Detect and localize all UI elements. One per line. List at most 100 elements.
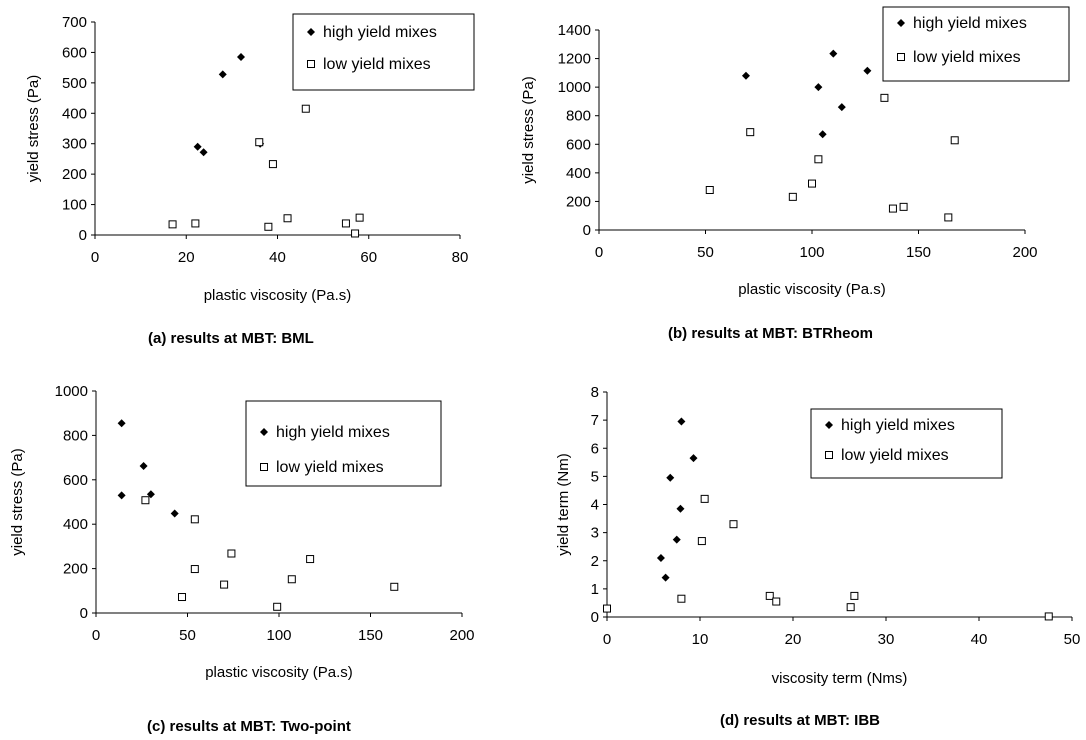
high-yield-point [863, 66, 872, 75]
y-tick-label: 600 [62, 44, 87, 61]
y-tick-label: 0 [79, 227, 87, 244]
low-yield-point [178, 593, 187, 602]
x-tick-label: 0 [595, 244, 603, 261]
x-tick-label: 200 [1012, 244, 1037, 261]
low-yield-point [283, 214, 292, 223]
y-tick-label: 600 [63, 472, 88, 489]
x-axis-label: plastic viscosity (Pa.s) [205, 664, 353, 681]
legend-marker-low-yield [307, 60, 315, 68]
high-yield-point [139, 462, 148, 471]
high-yield-point [193, 142, 202, 151]
y-tick-label: 3 [591, 525, 599, 542]
high-yield-point [672, 535, 681, 544]
low-yield-point [765, 591, 774, 600]
y-tick-label: 100 [62, 197, 87, 214]
legend-marker-low-yield [897, 53, 905, 61]
legend-label: high yield mixes [323, 24, 437, 41]
legend-marker-low-yield [825, 451, 833, 459]
legend-label: low yield mixes [841, 447, 949, 464]
low-yield-point [220, 580, 229, 589]
chart-b: 0 200 400 600 800 1000 1200 1400 0 50 100 150 200 pla… [520, 6, 1070, 298]
x-tick-label: 60 [360, 249, 377, 266]
y-tick-label: 5 [591, 468, 599, 485]
y-axis-label: yield stress (Pa) [25, 75, 42, 183]
x-tick-label: 40 [269, 249, 286, 266]
low-yield-point [227, 549, 236, 558]
x-tick-label: 50 [697, 244, 714, 261]
high-yield-point [676, 504, 685, 513]
legend-marker-high-yield [897, 19, 905, 27]
caption-c: (c) results at MBT: Two-point [147, 718, 351, 735]
legend-box [292, 13, 475, 91]
x-tick-label: 100 [266, 627, 291, 644]
low-yield-point [168, 220, 177, 229]
high-yield-point [677, 417, 686, 426]
legend-marker-high-yield [307, 28, 315, 36]
x-tick-label: 10 [692, 631, 709, 648]
x-tick-label: 40 [971, 631, 988, 648]
chart-a: 0 100 200 300 400 500 600 700 0 20 40 60 80 plastic v… [25, 13, 475, 304]
low-yield-point [1044, 612, 1053, 621]
caption-d: (d) results at MBT: IBB [720, 712, 881, 729]
y-tick-label: 0 [591, 609, 599, 626]
legend-box [810, 408, 1003, 479]
low-yield-point [351, 229, 360, 238]
low-yield-point [746, 128, 755, 137]
y-tick-label: 400 [63, 516, 88, 533]
low-yield-point [814, 155, 823, 164]
y-tick-label: 1000 [558, 79, 591, 96]
legend-label: low yield mixes [323, 56, 431, 73]
x-tick-label: 80 [452, 249, 469, 266]
low-yield-point [355, 213, 364, 222]
legend: high yield mixes low yield mixes [292, 13, 475, 91]
low-yield-point [306, 555, 315, 564]
low-yield-point [603, 604, 611, 613]
caption-b: (b) results at MBT: BTRheom [668, 325, 874, 342]
chart-d: 0 1 2 3 4 5 6 7 8 0 10 20 30 40 50 viscosity term (Nms)… [555, 384, 1080, 687]
y-tick-label: 800 [566, 108, 591, 125]
y-tick-label: 1000 [55, 383, 88, 400]
x-tick-label: 100 [799, 244, 824, 261]
x-tick-label: 30 [878, 631, 895, 648]
low-yield-point [850, 591, 859, 600]
high-yield-point [818, 130, 827, 139]
y-tick-label: 0 [583, 222, 591, 239]
low-yield-point [899, 202, 908, 211]
legend-label: high yield mixes [913, 15, 1027, 32]
low-yield-point [950, 136, 959, 145]
high-yield-point [199, 148, 208, 157]
legend-marker-low-yield [260, 463, 268, 471]
y-tick-label: 200 [62, 166, 87, 183]
y-tick-label: 7 [591, 412, 599, 429]
y-tick-label: 6 [591, 440, 599, 457]
x-tick-label: 150 [358, 627, 383, 644]
high-yield-point [837, 103, 846, 112]
x-axis-label: plastic viscosity (Pa.s) [204, 287, 352, 304]
y-tick-label: 400 [62, 105, 87, 122]
low-yield-point [677, 594, 686, 603]
y-tick-label: 0 [80, 605, 88, 622]
x-tick-label: 150 [906, 244, 931, 261]
y-tick-label: 700 [62, 14, 87, 31]
y-tick-label: 1200 [558, 51, 591, 68]
low-yield-point [273, 602, 282, 611]
legend-label: low yield mixes [913, 49, 1021, 66]
caption-a: (a) results at MBT: BML [148, 330, 314, 347]
high-yield-point [117, 491, 126, 500]
low-yield-point [888, 204, 897, 213]
x-tick-label: 200 [449, 627, 474, 644]
low-yield-point [846, 603, 855, 612]
legend-label: high yield mixes [276, 424, 390, 441]
y-tick-label: 1400 [558, 22, 591, 39]
low-yield-point [141, 496, 150, 505]
low-yield-point [255, 138, 264, 147]
legend-label: low yield mixes [276, 459, 384, 476]
low-yield-point [772, 597, 781, 606]
high-yield-point [170, 509, 179, 518]
chart-c: 0 200 400 600 800 1000 0 50 100 150 200 plastic vis… [9, 383, 475, 681]
x-tick-label: 50 [179, 627, 196, 644]
low-yield-point [190, 565, 199, 574]
legend-box [245, 400, 442, 487]
y-tick-label: 4 [591, 497, 599, 514]
